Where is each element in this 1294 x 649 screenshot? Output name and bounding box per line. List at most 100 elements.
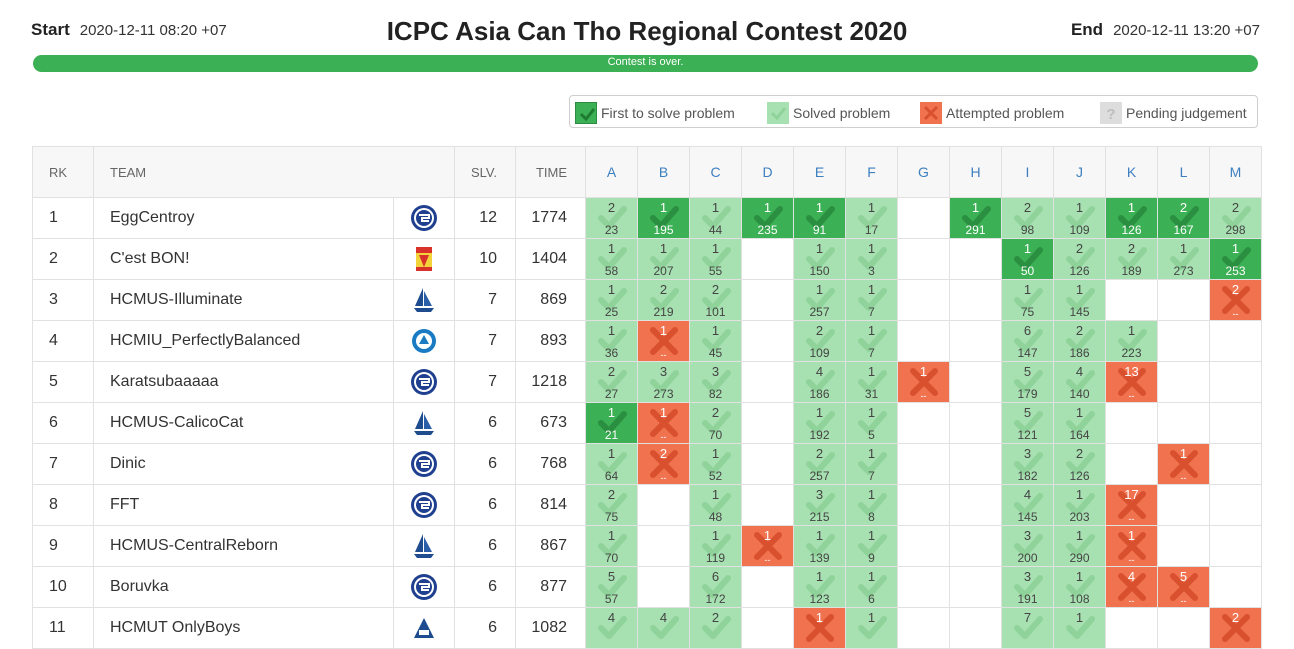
problem-cell-j[interactable]: 2 126: [1053, 443, 1106, 485]
problem-cell-k[interactable]: 1 --: [1105, 525, 1158, 567]
problem-cell-e[interactable]: 1 123: [793, 566, 846, 608]
problem-cell-b[interactable]: 3 273: [637, 361, 690, 403]
problem-cell-k[interactable]: 13 --: [1105, 361, 1158, 403]
problem-cell-m[interactable]: 2 --: [1209, 279, 1262, 321]
problem-cell-b[interactable]: 2 219: [637, 279, 690, 321]
problem-cell-d[interactable]: 1 235: [741, 197, 794, 239]
problem-cell-j[interactable]: 2 186: [1053, 320, 1106, 362]
team-name[interactable]: Boruvka: [93, 566, 394, 608]
problem-cell-j[interactable]: 1 164: [1053, 402, 1106, 444]
problem-cell-f[interactable]: 1 31: [845, 361, 898, 403]
team-row[interactable]: 1 EggCentroy 12 1774 2 23 1 195 1 44 1 235 1 91 1 17 1 29…: [32, 197, 1262, 239]
problem-f-header[interactable]: F: [845, 146, 898, 198]
problem-cell-k[interactable]: 1 223: [1105, 320, 1158, 362]
problem-cell-i[interactable]: 3 182: [1001, 443, 1054, 485]
team-name[interactable]: HCMUS-CentralReborn: [93, 525, 394, 567]
problem-l-header[interactable]: L: [1157, 146, 1210, 198]
problem-cell-a[interactable]: 2 23: [585, 197, 638, 239]
problem-cell-i[interactable]: 1 50: [1001, 238, 1054, 280]
team-row[interactable]: 11 HCMUT OnlyBoys 6 1082 4 4 2 1 1 7 1 2: [32, 607, 1262, 649]
problem-cell-i[interactable]: 5 179: [1001, 361, 1054, 403]
problem-c-header[interactable]: C: [689, 146, 742, 198]
problem-cell-i[interactable]: 5 121: [1001, 402, 1054, 444]
problem-cell-c[interactable]: 1 44: [689, 197, 742, 239]
problem-cell-j[interactable]: 1 290: [1053, 525, 1106, 567]
problem-a-header[interactable]: A: [585, 146, 638, 198]
problem-cell-e[interactable]: 1 139: [793, 525, 846, 567]
problem-cell-c[interactable]: 1 55: [689, 238, 742, 280]
problem-j-header[interactable]: J: [1053, 146, 1106, 198]
problem-cell-m[interactable]: 1 253: [1209, 238, 1262, 280]
problem-cell-l[interactable]: 1 --: [1157, 443, 1210, 485]
problem-cell-b[interactable]: 1 207: [637, 238, 690, 280]
problem-cell-e[interactable]: 1 257: [793, 279, 846, 321]
problem-cell-f[interactable]: 1: [845, 607, 898, 649]
problem-cell-e[interactable]: 2 257: [793, 443, 846, 485]
problem-cell-d[interactable]: 1 --: [741, 525, 794, 567]
problem-cell-c[interactable]: 1 119: [689, 525, 742, 567]
problem-cell-i[interactable]: 7: [1001, 607, 1054, 649]
team-row[interactable]: 3 HCMUS-Illuminate 7 869 1 25 2 219 2 101 1 257 1 7 1 7…: [32, 279, 1262, 321]
problem-h-header[interactable]: H: [949, 146, 1002, 198]
problem-g-header[interactable]: G: [897, 146, 950, 198]
team-name[interactable]: Karatsubaaaaa: [93, 361, 394, 403]
problem-cell-a[interactable]: 1 70: [585, 525, 638, 567]
problem-cell-j[interactable]: 1: [1053, 607, 1106, 649]
problem-cell-k[interactable]: 2 189: [1105, 238, 1158, 280]
team-row[interactable]: 5 Karatsubaaaaa 7 1218 2 27 3 273 3 82 4 186 1 31 1 -- 5…: [32, 361, 1262, 403]
problem-i-header[interactable]: I: [1001, 146, 1054, 198]
team-name[interactable]: HCMIU_PerfectlyBalanced: [93, 320, 394, 362]
problem-k-header[interactable]: K: [1105, 146, 1158, 198]
problem-cell-m[interactable]: 2: [1209, 607, 1262, 649]
problem-cell-e[interactable]: 1 91: [793, 197, 846, 239]
problem-cell-e[interactable]: 1 192: [793, 402, 846, 444]
problem-cell-c[interactable]: 1 52: [689, 443, 742, 485]
team-name[interactable]: FFT: [93, 484, 394, 526]
problem-cell-a[interactable]: 1 58: [585, 238, 638, 280]
problem-cell-i[interactable]: 2 98: [1001, 197, 1054, 239]
problem-cell-e[interactable]: 1: [793, 607, 846, 649]
team-row[interactable]: 8 FFT 6 814 2 75 1 48 3 215 1 8 4 145 1 203 17 --: [32, 484, 1262, 526]
time-column-header[interactable]: TIME: [515, 146, 586, 198]
problem-cell-j[interactable]: 1 203: [1053, 484, 1106, 526]
problem-cell-c[interactable]: 3 82: [689, 361, 742, 403]
problem-cell-l[interactable]: 1 273: [1157, 238, 1210, 280]
problem-cell-c[interactable]: 2: [689, 607, 742, 649]
problem-cell-j[interactable]: 4 140: [1053, 361, 1106, 403]
problem-cell-c[interactable]: 1 48: [689, 484, 742, 526]
team-row[interactable]: 6 HCMUS-CalicoCat 6 673 1 21 1 -- 2 70 1 192 1 5 5 121 1…: [32, 402, 1262, 444]
problem-cell-b[interactable]: 1 --: [637, 402, 690, 444]
problem-cell-c[interactable]: 1 45: [689, 320, 742, 362]
problem-cell-a[interactable]: 2 75: [585, 484, 638, 526]
problem-m-header[interactable]: M: [1209, 146, 1262, 198]
problem-cell-j[interactable]: 2 126: [1053, 238, 1106, 280]
problem-cell-j[interactable]: 1 145: [1053, 279, 1106, 321]
problem-cell-c[interactable]: 6 172: [689, 566, 742, 608]
problem-cell-a[interactable]: 4: [585, 607, 638, 649]
problem-d-header[interactable]: D: [741, 146, 794, 198]
problem-cell-i[interactable]: 4 145: [1001, 484, 1054, 526]
problem-cell-a[interactable]: 1 25: [585, 279, 638, 321]
problem-b-header[interactable]: B: [637, 146, 690, 198]
problem-cell-c[interactable]: 2 70: [689, 402, 742, 444]
problem-cell-h[interactable]: 1 291: [949, 197, 1002, 239]
problem-cell-k[interactable]: 17 --: [1105, 484, 1158, 526]
problem-cell-c[interactable]: 2 101: [689, 279, 742, 321]
team-row[interactable]: 10 Boruvka 6 877 5 57 6 172 1 123 1 6 3 191 1 108 4 -- 5 --: [32, 566, 1262, 608]
problem-cell-i[interactable]: 3 191: [1001, 566, 1054, 608]
problem-cell-l[interactable]: 2 167: [1157, 197, 1210, 239]
problem-cell-a[interactable]: 1 36: [585, 320, 638, 362]
problem-cell-i[interactable]: 6 147: [1001, 320, 1054, 362]
team-name[interactable]: HCMUS-CalicoCat: [93, 402, 394, 444]
problem-cell-m[interactable]: 2 298: [1209, 197, 1262, 239]
problem-cell-i[interactable]: 3 200: [1001, 525, 1054, 567]
problem-cell-j[interactable]: 1 108: [1053, 566, 1106, 608]
